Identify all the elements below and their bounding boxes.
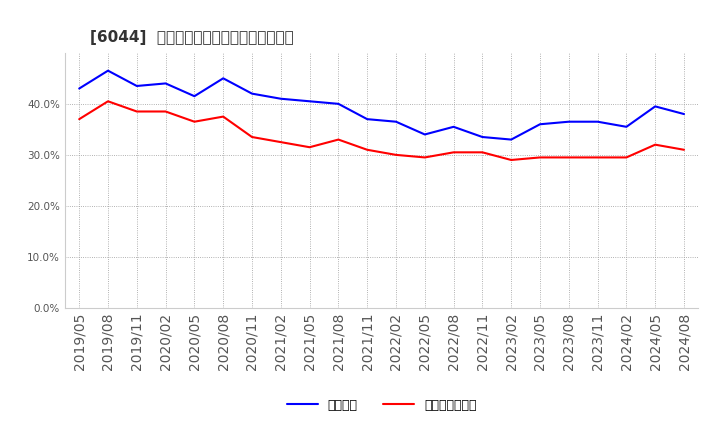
固定長期適合率 bbox=[420, 155, 429, 160]
Line: 固定比率: 固定比率 bbox=[79, 71, 684, 139]
固定比率 bbox=[593, 119, 602, 125]
固定長期適合率 bbox=[104, 99, 112, 104]
Line: 固定長期適合率: 固定長期適合率 bbox=[79, 101, 684, 160]
固定比率 bbox=[248, 91, 256, 96]
固定比率 bbox=[507, 137, 516, 142]
固定長期適合率 bbox=[334, 137, 343, 142]
固定長期適合率 bbox=[363, 147, 372, 152]
固定比率 bbox=[276, 96, 285, 101]
固定長期適合率 bbox=[75, 117, 84, 122]
固定長期適合率 bbox=[593, 155, 602, 160]
固定長期適合率 bbox=[190, 119, 199, 125]
Text: [6044]  固定比率、固定長期適合率の推移: [6044] 固定比率、固定長期適合率の推移 bbox=[90, 29, 294, 45]
固定長期適合率 bbox=[276, 139, 285, 145]
固定長期適合率 bbox=[478, 150, 487, 155]
固定長期適合率 bbox=[219, 114, 228, 119]
固定長期適合率 bbox=[305, 145, 314, 150]
固定長期適合率 bbox=[449, 150, 458, 155]
固定比率 bbox=[478, 134, 487, 139]
固定長期適合率 bbox=[622, 155, 631, 160]
固定比率 bbox=[132, 83, 141, 88]
Legend: 固定比率, 固定長期適合率: 固定比率, 固定長期適合率 bbox=[282, 394, 482, 417]
固定長期適合率 bbox=[564, 155, 573, 160]
固定比率 bbox=[161, 81, 170, 86]
固定比率 bbox=[392, 119, 400, 125]
固定長期適合率 bbox=[651, 142, 660, 147]
固定長期適合率 bbox=[248, 134, 256, 139]
固定比率 bbox=[334, 101, 343, 106]
固定比率 bbox=[622, 124, 631, 129]
固定比率 bbox=[219, 76, 228, 81]
固定長期適合率 bbox=[161, 109, 170, 114]
固定比率 bbox=[75, 86, 84, 91]
固定長期適合率 bbox=[680, 147, 688, 152]
固定長期適合率 bbox=[392, 152, 400, 158]
固定比率 bbox=[449, 124, 458, 129]
固定比率 bbox=[564, 119, 573, 125]
固定比率 bbox=[363, 117, 372, 122]
固定比率 bbox=[190, 94, 199, 99]
固定比率 bbox=[420, 132, 429, 137]
固定比率 bbox=[305, 99, 314, 104]
固定長期適合率 bbox=[132, 109, 141, 114]
固定比率 bbox=[651, 104, 660, 109]
固定長期適合率 bbox=[536, 155, 544, 160]
固定長期適合率 bbox=[507, 158, 516, 163]
固定比率 bbox=[536, 121, 544, 127]
固定比率 bbox=[104, 68, 112, 73]
固定比率 bbox=[680, 111, 688, 117]
